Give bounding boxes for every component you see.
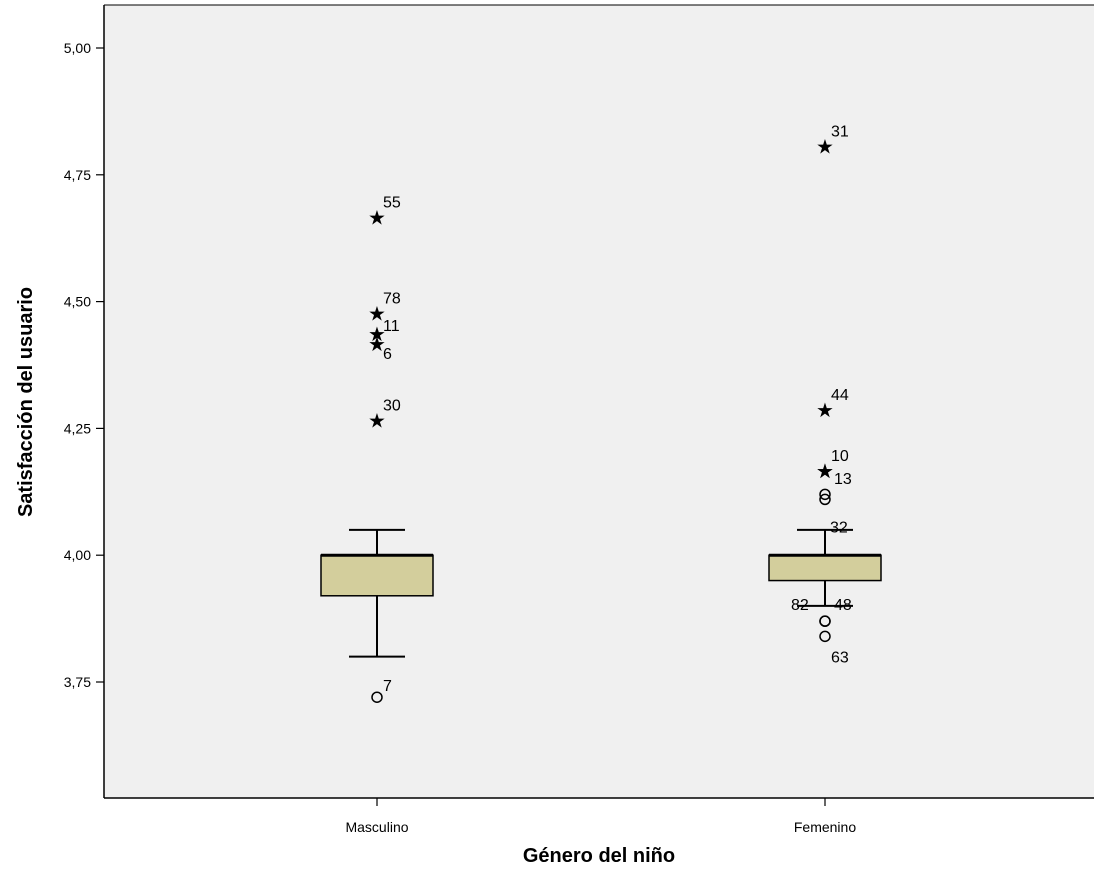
extreme-label: 6 — [383, 346, 392, 363]
extreme-star: ★ — [816, 398, 834, 422]
outlier-circle — [371, 691, 383, 703]
extreme-star: ★ — [368, 408, 386, 432]
outlier-label: 82 — [791, 597, 809, 614]
extreme-star: ★ — [368, 322, 386, 346]
extreme-label: 55 — [383, 194, 401, 211]
iqr-box — [768, 554, 882, 582]
y-tick-label: 4,25 — [64, 420, 91, 436]
outlier-label: 63 — [831, 649, 849, 666]
extreme-star: ★ — [368, 205, 386, 229]
extreme-label: 78 — [383, 291, 401, 308]
x-axis-ticks: Masculino Femenino — [345, 798, 856, 835]
box-femenino — [768, 528, 882, 607]
extreme-star: ★ — [816, 134, 834, 158]
y-tick-label: 3,75 — [64, 674, 91, 690]
outlier-circle — [819, 615, 831, 627]
outlier-label: 48 — [834, 597, 852, 614]
extreme-label: 30 — [383, 397, 401, 414]
iqr-box — [320, 554, 434, 597]
y-tick-label: 4,75 — [64, 167, 91, 183]
outlier-circle — [819, 630, 831, 643]
outlier-label: 7 — [383, 678, 392, 695]
y-axis-ticks: 3,75 4,00 4,25 4,50 4,75 5,00 — [64, 40, 104, 690]
outlier-circle — [819, 493, 831, 506]
extreme-label: 11 — [383, 318, 400, 335]
extreme-label: 44 — [831, 387, 849, 404]
extreme-star: ★ — [368, 332, 386, 356]
extreme-label: 31 — [831, 123, 849, 140]
extreme-star: ★ — [816, 459, 834, 483]
outlier-label: 32 — [830, 519, 848, 536]
y-axis-title: Satisfacción del usuario — [15, 287, 37, 517]
extreme-star: ★ — [816, 459, 834, 483]
extreme-label: 10 — [831, 448, 849, 465]
extreme-label: 13 — [834, 471, 852, 488]
x-category-label: Femenino — [794, 819, 856, 835]
y-tick-label: 4,50 — [64, 294, 91, 310]
box-masculino — [320, 528, 434, 658]
outlier-circle — [819, 488, 831, 501]
x-category-label: Masculino — [345, 819, 408, 835]
x-axis-title: Género del niño — [523, 845, 675, 867]
y-tick-label: 5,00 — [64, 40, 91, 56]
plot-area — [104, 5, 1094, 798]
box-groups — [320, 528, 882, 658]
y-tick-label: 4,00 — [64, 547, 91, 563]
extreme-star: ★ — [368, 302, 386, 326]
